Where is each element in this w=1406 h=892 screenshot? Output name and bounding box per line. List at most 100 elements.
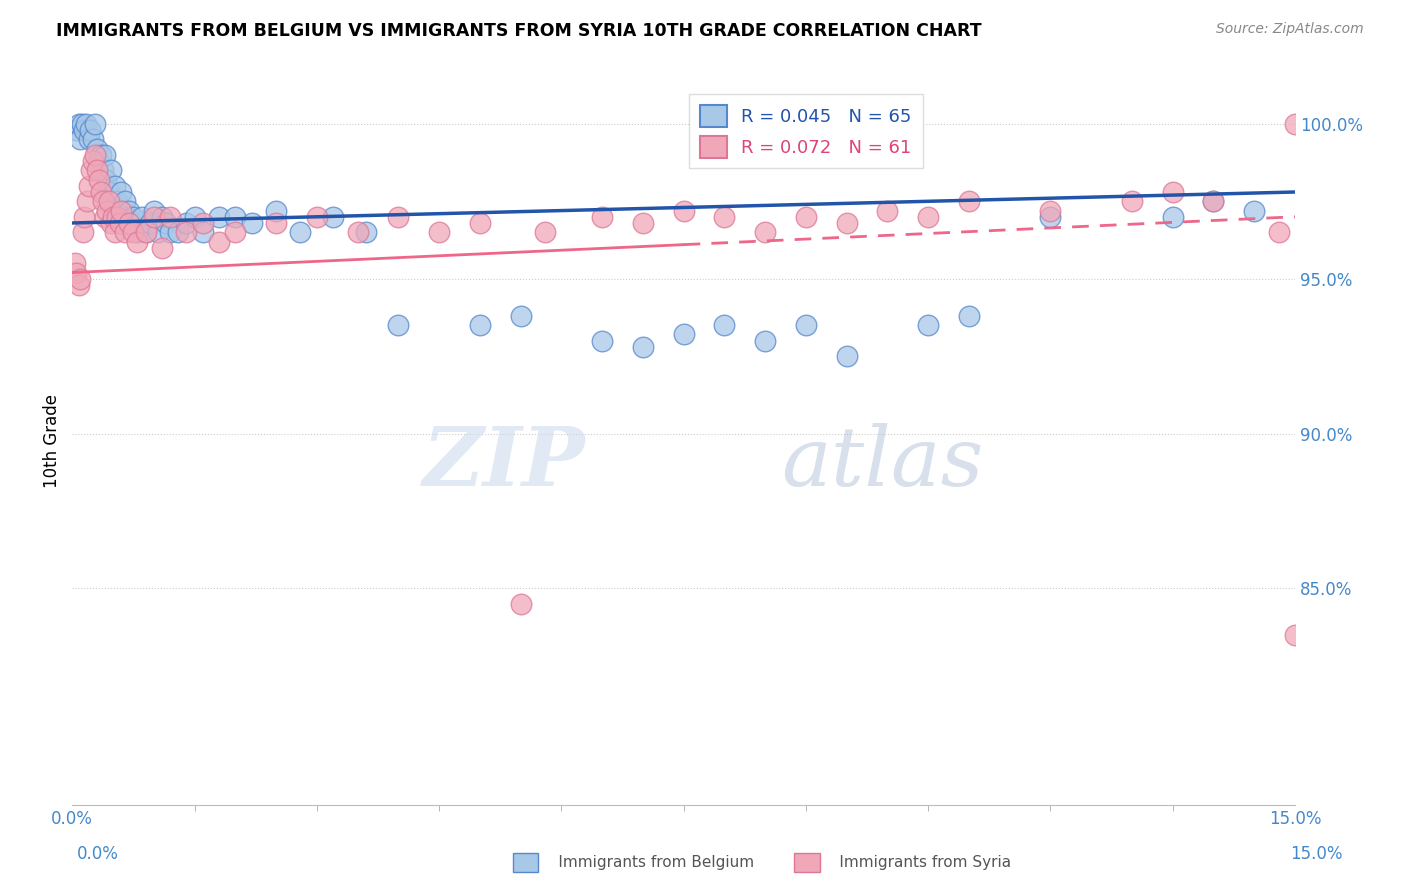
Point (264, 203, 287, 218)
Point (101, 210, 124, 224)
Point (224, 210, 246, 224)
Point (591, 210, 613, 224)
Point (290, 225, 312, 239)
Point (105, 194, 128, 209)
Point (110, 203, 132, 218)
Point (77, 132, 100, 146)
Point (957, 194, 980, 209)
Point (150, 241, 173, 255)
Point (183, 210, 205, 224)
Point (135, 225, 157, 239)
Point (67, 117, 90, 131)
Point (1039, 203, 1062, 218)
Point (91, 194, 114, 209)
Point (155, 216, 177, 230)
Point (387, 210, 409, 224)
Point (713, 210, 735, 224)
Text: ZIP: ZIP (423, 423, 586, 503)
Point (142, 210, 165, 224)
Point (100, 216, 122, 230)
Point (835, 216, 858, 230)
Point (96, 172, 118, 186)
Point (427, 225, 450, 239)
Point (1039, 210, 1062, 224)
Point (713, 318, 735, 333)
Text: atlas: atlas (782, 423, 984, 503)
Point (127, 235, 149, 249)
Point (1202, 194, 1225, 209)
Point (1161, 185, 1184, 199)
Point (672, 203, 695, 218)
Point (104, 225, 127, 239)
Point (122, 225, 145, 239)
Point (120, 216, 142, 230)
Point (264, 216, 287, 230)
Point (79, 123, 101, 137)
Point (1243, 203, 1265, 218)
Point (111, 203, 134, 218)
Point (105, 210, 128, 224)
Point (104, 178, 127, 193)
Point (80, 163, 103, 178)
Legend: R = 0.045   N = 65, R = 0.072   N = 61: R = 0.045 N = 65, R = 0.072 N = 61 (689, 94, 922, 169)
Point (1161, 210, 1184, 224)
Text: 0.0%: 0.0% (77, 846, 120, 863)
Point (122, 210, 145, 224)
Point (118, 203, 141, 218)
Point (159, 225, 181, 239)
Point (86, 163, 108, 178)
Point (150, 210, 173, 224)
Point (1202, 194, 1225, 209)
Point (87, 154, 110, 169)
Point (97, 185, 120, 199)
Point (468, 318, 491, 333)
Point (69, 271, 91, 285)
Point (65, 123, 87, 137)
Point (1284, 628, 1306, 642)
Point (1121, 194, 1143, 209)
Point (631, 216, 654, 230)
Point (240, 216, 263, 230)
Point (76, 194, 98, 209)
Point (468, 216, 491, 230)
Point (191, 225, 214, 239)
Point (69, 132, 91, 146)
Point (84, 117, 107, 131)
Point (167, 225, 190, 239)
Point (75, 117, 97, 131)
Point (138, 216, 160, 230)
Point (96, 203, 118, 218)
Point (208, 235, 231, 249)
Point (90, 148, 112, 162)
Point (82, 154, 104, 169)
Point (176, 216, 198, 230)
Point (534, 225, 557, 239)
Text: IMMIGRANTS FROM BELGIUM VS IMMIGRANTS FROM SYRIA 10TH GRADE CORRELATION CHART: IMMIGRANTS FROM BELGIUM VS IMMIGRANTS FR… (56, 22, 981, 40)
Point (73, 210, 96, 224)
Point (176, 225, 198, 239)
Point (305, 210, 328, 224)
Point (322, 210, 344, 224)
Point (82, 132, 104, 146)
Point (794, 210, 817, 224)
Point (77, 178, 100, 193)
Point (117, 210, 139, 224)
Point (70, 117, 93, 131)
Point (142, 203, 165, 218)
Point (876, 203, 898, 218)
Point (591, 334, 613, 348)
Point (346, 225, 368, 239)
Point (509, 597, 531, 611)
Point (208, 210, 231, 224)
Point (835, 349, 858, 363)
Point (794, 318, 817, 333)
Point (1284, 117, 1306, 131)
Point (672, 327, 695, 342)
Point (631, 340, 654, 354)
Point (100, 163, 122, 178)
Point (63, 256, 86, 270)
Point (917, 210, 939, 224)
Point (73, 123, 96, 137)
Point (146, 225, 169, 239)
Point (110, 185, 132, 199)
